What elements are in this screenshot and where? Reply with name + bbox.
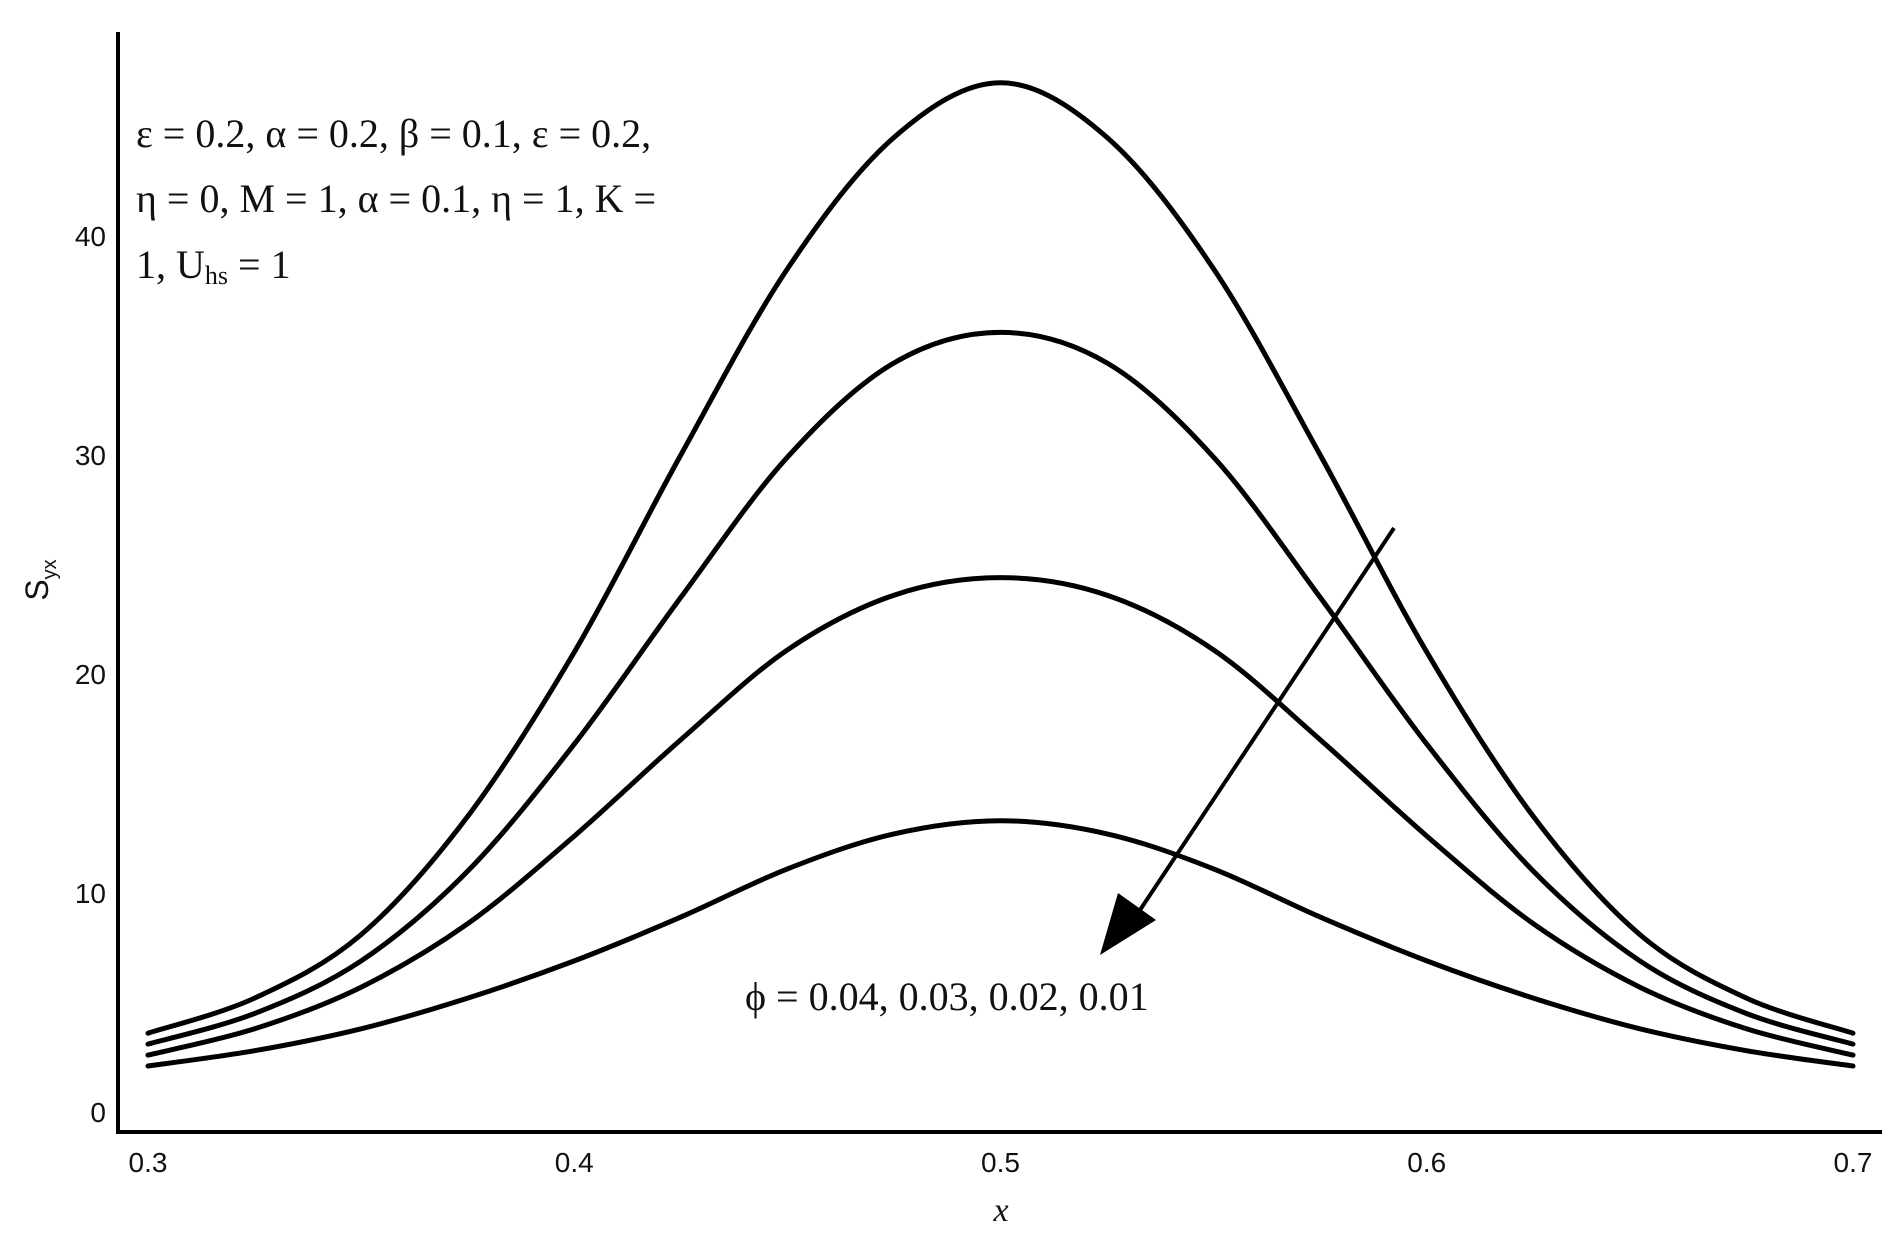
axes	[116, 32, 1882, 1134]
y-tick-label: 0	[90, 1097, 106, 1128]
parameter-line-3-sub: hs	[205, 261, 228, 290]
x-tick-labels: 0.3 0.4 0.5 0.6 0.7	[129, 1147, 1873, 1178]
series-line-4	[145, 818, 1856, 1069]
phi-label: ϕ = 0.04, 0.03, 0.02, 0.01	[745, 974, 1149, 1019]
parameter-line-1: ε = 0.2, α = 0.2, β = 0.1, ε = 0.2,	[136, 111, 651, 156]
x-tick-label: 0.6	[1407, 1147, 1446, 1178]
y-tick-label: 20	[75, 659, 106, 690]
phi-arrow-line	[1138, 526, 1396, 912]
y-axis-label-sub: yx	[39, 559, 61, 579]
x-axis-label: x	[992, 1192, 1008, 1229]
parameter-line-3-main: 1, U	[136, 242, 205, 287]
curves	[145, 80, 1856, 1069]
parameter-line-3-tail: = 1	[228, 242, 291, 287]
parameter-line-2: η = 0, M = 1, α = 0.1, η = 1, K =	[136, 176, 656, 221]
y-axis-label: Syx	[19, 559, 61, 600]
series-line-3	[145, 575, 1856, 1058]
x-tick-label: 0.4	[555, 1147, 594, 1178]
y-tick-label: 40	[75, 221, 106, 252]
y-tick-label: 10	[75, 878, 106, 909]
phi-annotation: ϕ = 0.04, 0.03, 0.02, 0.01	[745, 526, 1396, 1019]
y-tick-labels: 0 10 20 30 40	[75, 221, 106, 1128]
series-line-1	[145, 80, 1856, 1036]
x-tick-label: 0.3	[129, 1147, 168, 1178]
phi-arrowhead	[1100, 893, 1156, 955]
y-tick-label: 30	[75, 440, 106, 471]
series-line-2	[145, 329, 1856, 1047]
y-axis-label-main: S	[19, 579, 55, 600]
parameter-line-3: 1, Uhs = 1	[136, 242, 291, 290]
parameter-annotation: ε = 0.2, α = 0.2, β = 0.1, ε = 0.2, η = …	[136, 111, 656, 290]
x-tick-label: 0.7	[1834, 1147, 1873, 1178]
x-tick-label: 0.5	[981, 1147, 1020, 1178]
